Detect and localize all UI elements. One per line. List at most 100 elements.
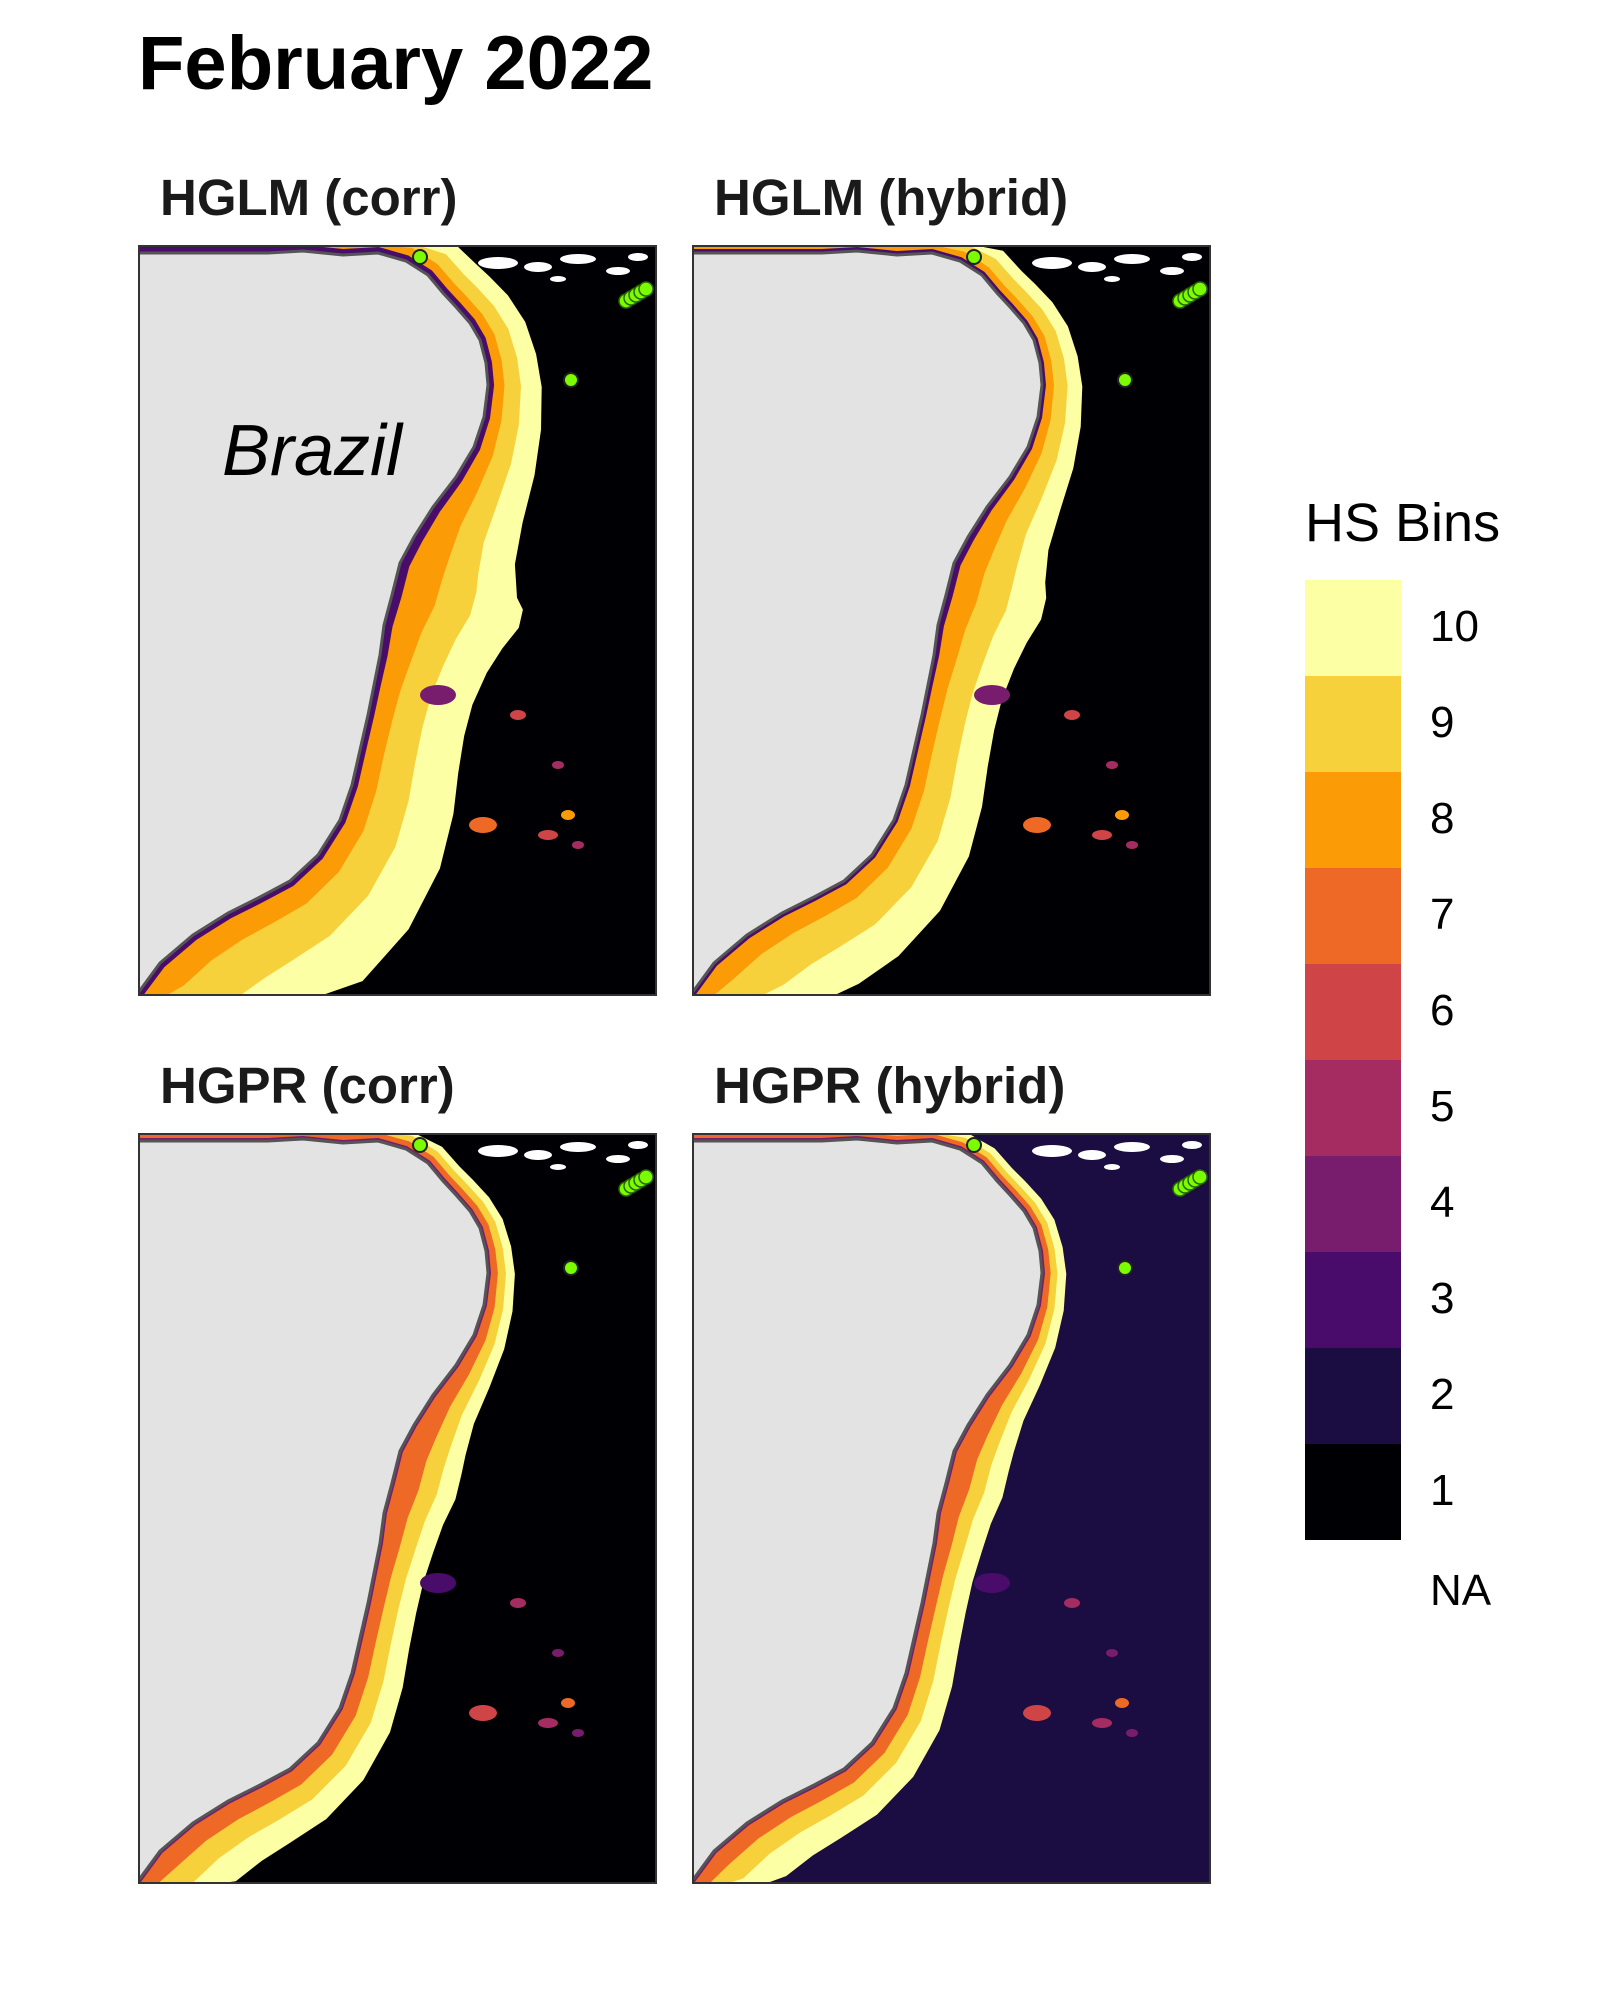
legend-swatch-bin-9: [1305, 676, 1401, 772]
hotspot-1: [1064, 710, 1080, 720]
map-panel-hglm-hybrid: [692, 245, 1211, 996]
hotspot-5: [1126, 1729, 1138, 1737]
map-canvas: [138, 245, 657, 996]
na-patch-4: [628, 253, 648, 261]
land-brazil: [692, 1133, 1042, 1884]
hotspot-4: [1092, 1718, 1112, 1728]
tag-marker-1: [563, 1260, 579, 1276]
legend-label-bin-4: 4: [1430, 1178, 1455, 1227]
legend-swatch-bin-6: [1305, 964, 1401, 1060]
tag-marker-1: [1117, 1260, 1133, 1276]
map-frame: [138, 245, 657, 996]
hotspot-5: [572, 841, 584, 849]
na-patch-4: [1182, 253, 1202, 261]
hotspot-1: [510, 1598, 526, 1608]
legend-label-bin-7: 7: [1430, 890, 1455, 939]
tag-cluster-4: [1192, 281, 1208, 297]
hotspot-3: [469, 817, 497, 833]
hotspot-3: [1023, 1705, 1051, 1721]
hotspot-3: [1023, 817, 1051, 833]
na-patch-3: [1160, 1155, 1184, 1163]
coastline: [138, 249, 490, 994]
legend-swatch-bin-2: [1305, 1348, 1401, 1444]
na-patch-2: [1114, 254, 1150, 264]
legend-label-bin-9: 9: [1430, 698, 1455, 747]
legend-label-bin-3: 3: [1430, 1274, 1455, 1323]
na-patch-3: [1160, 267, 1184, 275]
country-label-brazil: Brazil: [222, 411, 403, 491]
na-patch-1: [524, 1150, 552, 1160]
map-frame: [692, 245, 1211, 996]
land-brazil: [138, 1133, 488, 1884]
na-patch-0: [1032, 1145, 1072, 1157]
legend-swatch-bin-10: [1305, 580, 1401, 676]
panel-title-hglm-corr: HGLM (corr): [160, 169, 458, 226]
panel-title-hgpr-corr: HGPR (corr): [160, 1057, 455, 1114]
map-panel-hgpr-corr: [138, 1133, 657, 1884]
hotspot-5: [1126, 841, 1138, 849]
map-canvas: [692, 1133, 1211, 1884]
na-patch-5: [1104, 276, 1120, 282]
hotspot-1: [1064, 1598, 1080, 1608]
hotspot-0: [420, 685, 456, 705]
hotspot-6: [1106, 1649, 1118, 1657]
legend-swatch-bin-4: [1305, 1156, 1401, 1252]
hotspot-4: [538, 1718, 558, 1728]
legend-label-bin-5: 5: [1430, 1082, 1455, 1131]
tag-marker-0: [966, 249, 982, 265]
legend-label-bin-1: 1: [1430, 1466, 1455, 1515]
legend-label-bin-2: 2: [1430, 1370, 1455, 1419]
hotspot-6: [552, 1649, 564, 1657]
map-panel-hgpr-hybrid: [692, 1133, 1211, 1884]
na-patch-1: [1078, 262, 1106, 272]
na-patch-2: [560, 254, 596, 264]
na-patch-1: [1078, 1150, 1106, 1160]
na-patch-3: [606, 267, 630, 275]
na-patch-0: [478, 257, 518, 269]
legend-label-bin-8: 8: [1430, 794, 1455, 843]
legend-label-na: NA: [1430, 1566, 1492, 1615]
na-patch-4: [1182, 1141, 1202, 1149]
na-patch-5: [1104, 1164, 1120, 1170]
legend-swatch-bin-5: [1305, 1060, 1401, 1156]
na-patch-2: [560, 1142, 596, 1152]
hotspot-2: [1115, 810, 1129, 820]
hotspot-1: [510, 710, 526, 720]
tag-marker-0: [412, 1137, 428, 1153]
hotspot-6: [1106, 761, 1118, 769]
na-patch-4: [628, 1141, 648, 1149]
legend-label-bin-10: 10: [1430, 602, 1479, 651]
tag-marker-0: [412, 249, 428, 265]
figure-title: February 2022: [138, 21, 654, 106]
map-panel-hglm-corr: [138, 245, 657, 996]
legend-label-bin-6: 6: [1430, 986, 1455, 1035]
hotspot-6: [552, 761, 564, 769]
legend-swatch-bin-1: [1305, 1444, 1401, 1540]
hotspot-4: [538, 830, 558, 840]
hotspot-0: [974, 685, 1010, 705]
hotspot-0: [974, 1573, 1010, 1593]
na-patch-2: [1114, 1142, 1150, 1152]
hotspot-2: [561, 1698, 575, 1708]
land-brazil: [138, 245, 488, 996]
hotspot-0: [420, 1573, 456, 1593]
tag-marker-1: [563, 372, 579, 388]
hotspot-5: [572, 1729, 584, 1737]
map-canvas: [692, 245, 1211, 996]
legend-colorbar: [1305, 580, 1401, 1540]
legend-swatch-bin-7: [1305, 868, 1401, 964]
legend-title: HS Bins: [1305, 493, 1501, 553]
map-canvas: [138, 1133, 657, 1884]
coastline: [692, 1137, 1044, 1882]
panel-title-hgpr-hybrid: HGPR (hybrid): [714, 1057, 1066, 1114]
coastline: [138, 1137, 490, 1882]
legend-swatch-bin-8: [1305, 772, 1401, 868]
na-patch-1: [524, 262, 552, 272]
hotspot-3: [469, 1705, 497, 1721]
na-patch-3: [606, 1155, 630, 1163]
map-frame: [692, 1133, 1211, 1884]
na-patch-0: [1032, 257, 1072, 269]
legend-swatch-bin-3: [1305, 1252, 1401, 1348]
coastline: [692, 249, 1044, 994]
land-brazil: [692, 245, 1042, 996]
